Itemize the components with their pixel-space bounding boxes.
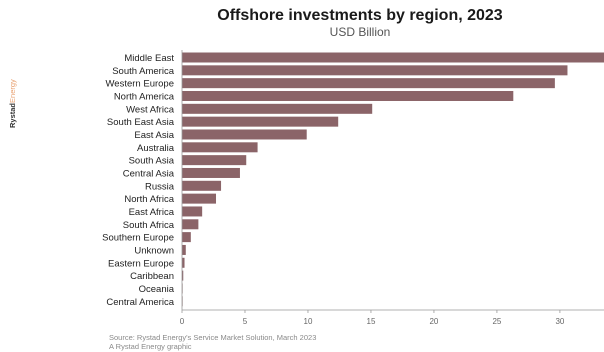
category-label: Eastern Europe (108, 258, 174, 269)
x-tick-label: 10 (304, 317, 313, 326)
category-label: Australia (137, 143, 175, 154)
brand-name-part2: Energy (8, 79, 17, 103)
category-label: Southern Europe (102, 233, 174, 244)
category-label: South East Asia (107, 117, 175, 128)
bar (182, 232, 191, 243)
bar (182, 65, 568, 76)
category-label: Western Europe (106, 79, 174, 90)
category-label: Middle East (124, 53, 174, 64)
bars-group (182, 52, 604, 307)
x-axis-group: 0 5 10 15 20 25 30 (180, 309, 604, 326)
category-label: North Africa (124, 194, 174, 205)
category-label: Caribbean (130, 271, 174, 282)
bar (182, 155, 247, 166)
credit-line: A Rystad Energy graphic (109, 341, 192, 351)
source-note: Source: Rystad Energy's Service Market S… (109, 333, 317, 351)
bar (182, 206, 203, 217)
category-label: South America (112, 66, 174, 77)
bar (182, 244, 186, 255)
category-label: South Africa (123, 220, 175, 231)
chart-subtitle: USD Billion (329, 25, 391, 39)
source-line: Source: Rystad Energy's Service Market S… (109, 333, 317, 342)
bar (182, 193, 217, 204)
bar (182, 129, 307, 140)
category-label: Unknown (134, 245, 174, 256)
bar (182, 90, 514, 101)
bar (182, 116, 339, 127)
bar (182, 142, 258, 153)
category-label: West Africa (126, 104, 175, 115)
bar (182, 219, 199, 230)
category-label: Russia (145, 181, 175, 192)
x-tick-label: 15 (367, 317, 376, 326)
bar (182, 270, 184, 281)
category-label: Central America (106, 297, 174, 308)
category-label: East Asia (134, 130, 174, 141)
bar (182, 103, 373, 114)
bar (182, 180, 222, 191)
x-tick-label: 20 (429, 317, 438, 326)
bar (182, 78, 555, 89)
x-tick-label: 0 (180, 317, 185, 326)
bar (182, 167, 240, 178)
svg-text:RystadEnergy: RystadEnergy (8, 79, 17, 128)
x-tick-label: 5 (243, 317, 248, 326)
category-label: Central Asia (123, 168, 175, 179)
category-label: Oceania (139, 284, 175, 295)
category-label: North America (114, 91, 175, 102)
category-label: East Africa (129, 207, 175, 218)
bar (182, 257, 185, 268)
brand-name-part1: Rystad (8, 103, 17, 128)
rystad-energy-logo: RystadEnergy (5, 68, 19, 128)
x-tick-label: 25 (492, 317, 501, 326)
bar (182, 52, 604, 63)
category-label: South Asia (129, 156, 175, 167)
x-tick-label: 30 (555, 317, 564, 326)
chart-title: Offshore investments by region, 2023 (217, 7, 503, 24)
